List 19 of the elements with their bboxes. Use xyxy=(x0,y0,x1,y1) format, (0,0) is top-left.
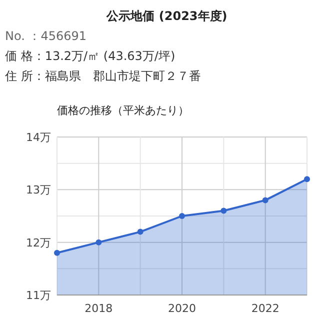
y-tick-label: 13万 xyxy=(26,184,51,197)
point xyxy=(179,213,185,219)
point xyxy=(54,250,60,256)
x-tick-label: 2018 xyxy=(84,302,113,315)
point xyxy=(137,228,144,235)
text: 価 格：13.2万/㎡ (43.63万/坪) xyxy=(5,49,176,63)
text: No. ：456691 xyxy=(5,29,87,43)
point xyxy=(96,239,102,246)
point xyxy=(220,208,227,214)
chart-subtitle: 価格の推移（平米あたり） xyxy=(57,104,189,117)
x-tick-label: 2022 xyxy=(251,302,280,315)
chart-title: 公示地価 (2023年度) xyxy=(106,9,228,23)
y-tick-label: 11万 xyxy=(26,289,51,302)
point xyxy=(304,176,310,182)
y-tick-label: 12万 xyxy=(26,236,51,250)
text: 住 所：福島県 郡山市堤下町２７番 xyxy=(4,69,201,83)
x-tick-label: 2020 xyxy=(168,302,196,315)
y-tick-label: 14万 xyxy=(26,131,51,144)
point xyxy=(262,197,268,204)
